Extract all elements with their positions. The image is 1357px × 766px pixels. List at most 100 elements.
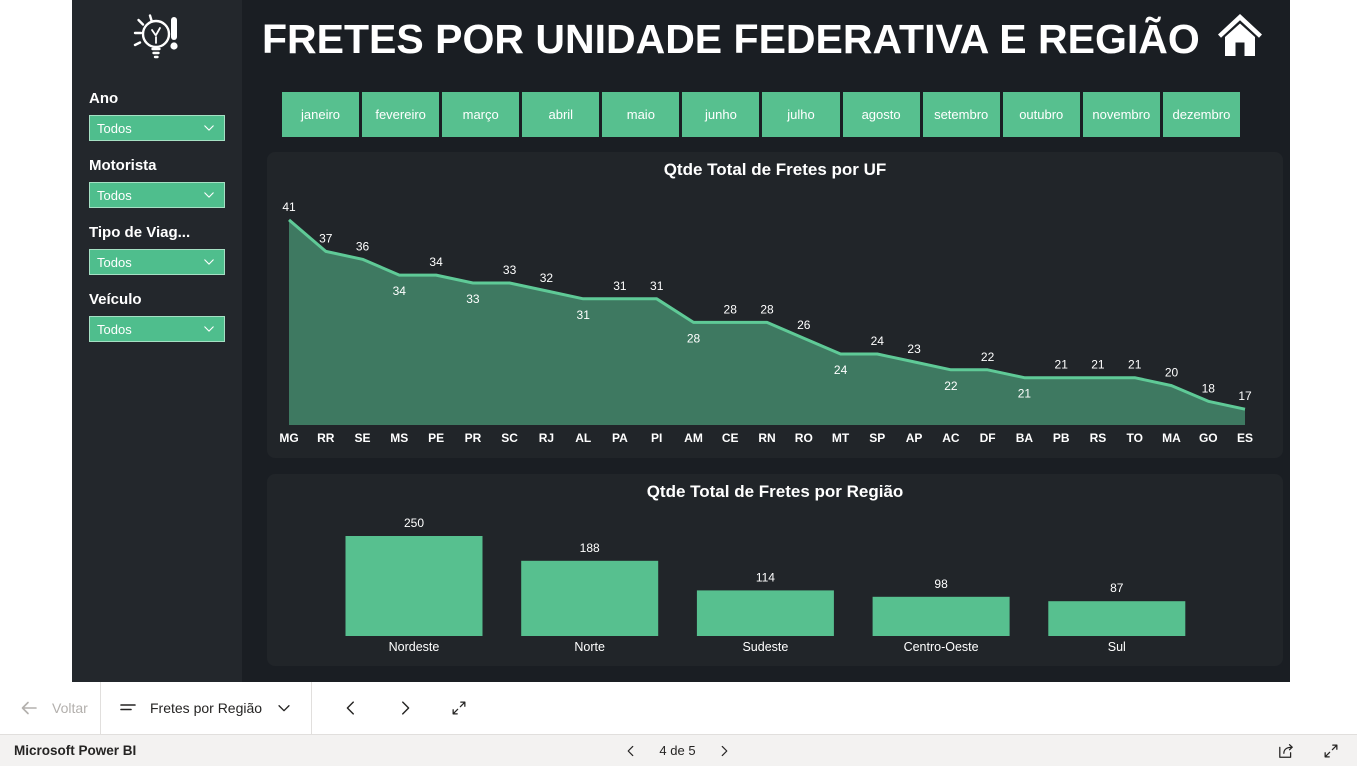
chart-title: Qtde Total de Fretes por Região [646,482,904,501]
data-label-MG: 41 [282,200,296,214]
x-axis-label-RR: RR [317,431,335,445]
data-label-DF: 22 [981,350,995,364]
x-axis-label-AL: AL [575,431,591,445]
pagination-previous-button[interactable] [621,741,641,761]
pagination-next-button[interactable] [714,741,734,761]
data-label-sul: 87 [1110,581,1124,595]
bar-sudeste[interactable] [696,590,834,636]
filters-container: Ano Todos Motorista Todos Tipo de Viag... Tod… [89,90,225,342]
brand-label: Microsoft Power BI [14,743,137,758]
month-button-fevereiro[interactable]: fevereiro [362,92,440,137]
month-button-maio[interactable]: maio [602,92,680,137]
x-axis-label-ES: ES [1237,431,1253,445]
x-axis-label-PA: PA [612,431,628,445]
data-label-PE: 34 [429,255,443,269]
month-button-abril[interactable]: abril [522,92,600,137]
filter-dropdown[interactable]: Todos [89,115,225,141]
dropdown-selected-value: Todos [97,120,132,136]
back-button[interactable]: Voltar [0,698,100,718]
month-button-setembro[interactable]: setembro [922,92,1000,137]
navbar-divider [100,682,101,734]
x-axis-label-CE: CE [722,431,739,445]
month-button-julho[interactable]: julho [762,92,840,137]
bar-norte[interactable] [521,560,659,636]
filter-label: Veículo [89,291,142,308]
bar-chart-fretes-por-regiao[interactable]: 250 Nordeste 188 Norte 114 Sudeste 98 Centro-Oe… [267,474,1283,666]
area-series-line[interactable] [288,218,1246,411]
bar-centro-oeste[interactable] [872,596,1010,636]
x-axis-label-AP: AP [906,431,923,445]
data-label-MS: 34 [393,284,407,298]
data-label-AC: 22 [944,379,958,393]
month-button-junho[interactable]: junho [682,92,760,137]
x-axis-label-MS: MS [390,431,408,445]
month-button-agosto[interactable]: agosto [842,92,920,137]
bar-sul[interactable] [1048,601,1186,636]
filter-label: Ano [89,90,119,107]
bar-nordeste[interactable] [345,536,483,636]
page-selector-label: Fretes por Região [150,700,263,716]
data-label-norte: 188 [580,541,600,555]
x-axis-label-SE: SE [354,431,370,445]
x-axis-label-MA: MA [1162,431,1181,445]
data-label-SE: 36 [356,239,370,253]
dropdown-selected-value: Todos [97,187,132,203]
chevron-down-icon [201,121,217,135]
next-page-button[interactable] [378,682,432,734]
x-axis-label-SP: SP [869,431,885,445]
chevron-right-icon [402,701,410,715]
data-label-PB: 21 [1055,358,1069,372]
month-button-dezembro[interactable]: dezembro [1162,92,1240,137]
home-button[interactable] [1215,10,1265,60]
back-button-label: Voltar [52,700,88,716]
data-label-RO: 26 [797,318,811,332]
data-label-RN: 28 [760,302,774,316]
data-label-PI: 31 [650,279,664,293]
x-axis-label-TO: TO [1126,431,1142,445]
filter-group-motorista: Motorista Todos [89,157,225,208]
x-axis-label-RO: RO [795,431,813,445]
x-axis-label-PI: PI [651,431,662,445]
idea-lightbulb-icon [89,6,225,74]
x-axis-label-sudeste: Sudeste [742,640,788,654]
chart-panel-fretes-por-regiao: Qtde Total de Fretes por Região 250 Norde… [267,474,1283,666]
data-label-CE: 28 [724,302,738,316]
x-axis-label-PE: PE [428,431,444,445]
back-arrow-icon [19,698,39,718]
pagination-label: 4 de 5 [659,743,696,758]
share-button[interactable] [1277,741,1297,761]
data-label-SP: 24 [871,334,885,348]
month-button-março[interactable]: março [442,92,520,137]
chevron-left-icon [628,745,634,756]
x-axis-label-GO: GO [1199,431,1218,445]
dropdown-selected-value: Todos [97,254,132,270]
filter-group-ve-culo: Veículo Todos [89,291,225,342]
data-label-ES: 17 [1238,389,1252,403]
report-page: Ano Todos Motorista Todos Tipo de Viag... Tod… [72,0,1290,682]
data-label-BA: 21 [1018,387,1032,401]
data-label-AM: 28 [687,331,701,345]
month-button-novembro[interactable]: novembro [1082,92,1160,137]
filter-dropdown[interactable]: Todos [89,316,225,342]
previous-page-button[interactable] [324,682,378,734]
fit-to-width-button[interactable] [1321,741,1341,761]
area-chart-fretes-por-uf[interactable]: 41 MG 37 RR 36 SE 34 MS 34 PE 33 PR 33 SC 32 RJ 31 AL 31 PA… [267,152,1283,458]
x-axis-label-MT: MT [832,431,850,445]
share-icon [1279,743,1293,758]
fit-to-page-button[interactable] [432,682,486,734]
filter-dropdown[interactable]: Todos [89,249,225,275]
filter-label: Tipo de Viag... [89,224,191,241]
chevron-down-icon [275,699,293,717]
data-label-AL: 31 [577,308,591,322]
page-selector-dropdown[interactable]: Fretes por Região [101,682,311,734]
data-label-SC: 33 [503,263,517,277]
filter-dropdown[interactable]: Todos [89,182,225,208]
data-label-AP: 23 [907,342,921,356]
navbar-divider [311,682,313,734]
data-label-nordeste: 250 [404,516,424,530]
x-axis-label-DF: DF [980,431,996,445]
chevron-down-icon [201,188,217,202]
month-button-janeiro[interactable]: janeiro [282,92,360,137]
month-button-outubro[interactable]: outubro [1002,92,1080,137]
data-label-MT: 24 [834,363,848,377]
